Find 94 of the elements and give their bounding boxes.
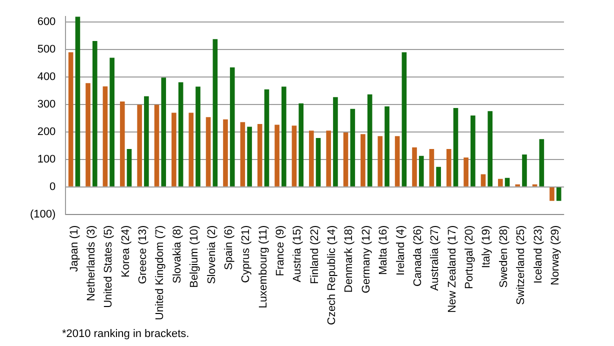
x-tick-label: Australia (27) — [429, 225, 442, 291]
bar — [75, 16, 80, 186]
bar — [343, 132, 348, 186]
bar — [556, 187, 562, 201]
bar — [418, 156, 424, 186]
bar — [247, 126, 252, 186]
bar — [274, 124, 280, 186]
bar — [178, 82, 184, 186]
bar — [488, 111, 493, 186]
x-tick-label: Norway (29) — [549, 225, 562, 286]
x-tick-label: Greece (13) — [137, 225, 150, 284]
bar — [230, 67, 235, 186]
y-tick-label: 300 — [37, 98, 56, 111]
bar — [316, 138, 321, 186]
bar — [453, 108, 458, 186]
bar — [402, 52, 407, 186]
bar — [92, 41, 98, 186]
x-tick-label: Slovenia (2) — [206, 225, 218, 284]
x-tick-label: Cyprus (21) — [240, 225, 252, 283]
text: *2010 ranking in brackets. — [62, 328, 190, 340]
bar — [188, 112, 194, 186]
y-tick-label: (100) — [30, 208, 56, 220]
bar — [223, 119, 228, 186]
bar — [522, 154, 527, 186]
bar — [360, 134, 366, 186]
y-tick-label: 200 — [37, 126, 56, 138]
x-tick-label: Japan (1) — [68, 225, 80, 272]
x-tick-label: Malta (16) — [378, 225, 390, 275]
bar — [429, 148, 434, 186]
x-tick-label: France (9) — [274, 225, 287, 276]
x-tick-label: Slovakia (8) — [171, 225, 184, 284]
x-tick-label: Ireland (4) — [394, 225, 407, 276]
bar — [172, 112, 176, 186]
x-tick-label: Austria (15) — [292, 225, 304, 282]
x-tick-label: Luxembourg (11) — [257, 225, 270, 308]
bar — [68, 52, 74, 186]
bar — [102, 86, 108, 186]
y-tick-label: 600 — [37, 16, 56, 28]
bar — [378, 136, 383, 186]
y-tick-label: 400 — [37, 71, 56, 84]
bar — [110, 58, 114, 186]
x-tick-label: United Kingdom (7) — [154, 225, 166, 320]
bar — [212, 39, 218, 186]
bar — [367, 94, 372, 186]
bar — [464, 157, 468, 186]
bar — [480, 174, 486, 186]
bar — [161, 78, 166, 186]
bar — [154, 104, 160, 186]
bar — [137, 104, 142, 186]
bar — [120, 101, 125, 186]
bar — [350, 108, 356, 186]
x-tick-label: Switzerland (25) — [515, 225, 528, 305]
x-tick-label: Belgium (10) — [188, 225, 201, 288]
bar — [436, 166, 441, 186]
bar — [257, 124, 262, 186]
bar — [446, 148, 452, 186]
x-tick-label: Finland (22) — [308, 225, 321, 284]
x-tick-label: Czech Republic (14) — [326, 225, 338, 325]
bar — [282, 86, 286, 186]
bar — [264, 89, 270, 186]
x-tick-label: Sweden (28) — [498, 225, 510, 288]
bar — [333, 97, 338, 186]
bar — [206, 117, 211, 186]
bar — [394, 136, 400, 186]
x-tick-label: Iceland (23) — [532, 225, 544, 284]
x-tick-label: Canada (26) — [412, 225, 424, 286]
bar — [126, 148, 132, 186]
x-tick-label: New Zealand (17) — [446, 225, 458, 313]
x-tick-label: Korea (24) — [120, 225, 132, 278]
bar — [308, 130, 314, 186]
y-tick-label: 100 — [37, 153, 56, 166]
bar — [144, 96, 149, 186]
bar — [240, 122, 246, 186]
x-tick-label: Portugal (20) — [464, 225, 476, 289]
x-tick-label: Denmark (18) — [343, 225, 356, 293]
bar — [470, 115, 476, 186]
bar — [86, 83, 90, 186]
bar — [326, 130, 331, 186]
bar — [292, 126, 297, 186]
x-tick-label: Netherlands (3) — [85, 225, 98, 302]
x-tick-label: Spain (6) — [222, 225, 235, 270]
x-tick-label: Italy (19) — [480, 225, 493, 268]
x-tick-label: United States (5) — [102, 225, 115, 308]
bar — [498, 178, 503, 186]
bar — [196, 86, 200, 186]
bar — [539, 139, 544, 186]
y-tick-label: 500 — [37, 44, 56, 56]
bar — [412, 147, 417, 186]
bar — [384, 106, 390, 186]
bar — [504, 178, 510, 186]
y-tick-label: 0 — [50, 180, 56, 193]
x-tick-label: Germany (12) — [360, 225, 372, 294]
bar — [550, 187, 554, 201]
bar — [298, 103, 304, 186]
